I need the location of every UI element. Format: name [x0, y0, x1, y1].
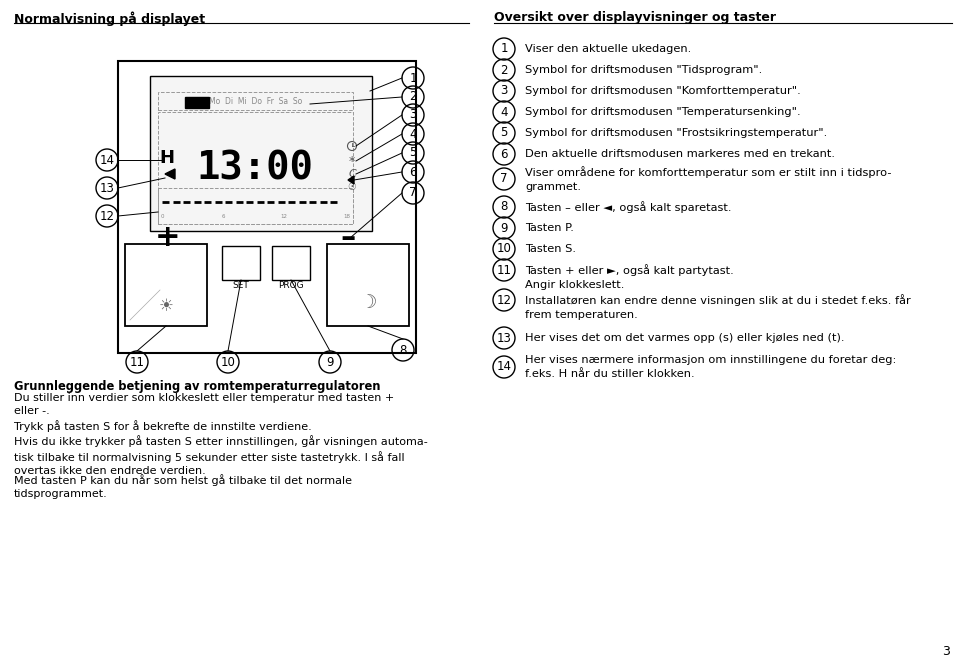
Text: Du stiller inn verdier som klokkeslett eller temperatur med tasten +
eller -.: Du stiller inn verdier som klokkeslett e…: [14, 393, 395, 415]
Text: 1: 1: [409, 71, 417, 84]
Text: Her vises nærmere informasjon om innstillingene du foretar deg:
f.eks. H når du : Her vises nærmere informasjon om innstil…: [525, 355, 897, 379]
Text: C: C: [348, 169, 356, 179]
Text: Med tasten P kan du når som helst gå tilbake til det normale
tidsprogrammet.: Med tasten P kan du når som helst gå til…: [14, 474, 352, 499]
Text: Symbol for driftsmodusen "Komforttemperatur".: Symbol for driftsmodusen "Komforttempera…: [525, 86, 801, 96]
Bar: [272, 246, 310, 280]
Bar: [158, 188, 353, 224]
Text: Viser den aktuelle ukedagen.: Viser den aktuelle ukedagen.: [525, 44, 691, 54]
Text: Viser områdene for komforttemperatur som er stilt inn i tidspro-
grammet.: Viser områdene for komforttemperatur som…: [525, 166, 892, 192]
Text: Hvis du ikke trykker på tasten S etter innstillingen, går visningen automa-
tisk: Hvis du ikke trykker på tasten S etter i…: [14, 436, 428, 476]
Bar: [118, 61, 416, 353]
Text: 2: 2: [409, 90, 417, 104]
Polygon shape: [165, 169, 175, 179]
Polygon shape: [348, 176, 354, 184]
Bar: [150, 76, 372, 231]
Text: SET: SET: [232, 281, 250, 291]
Text: Trykk på tasten S for å bekrefte de innstilte verdiene.: Trykk på tasten S for å bekrefte de inns…: [14, 420, 312, 432]
Text: 13: 13: [496, 331, 512, 345]
Text: 4: 4: [500, 106, 508, 118]
Text: Symbol for driftsmodusen "Frostsikringstemperatur".: Symbol for driftsmodusen "Frostsikringst…: [525, 128, 828, 138]
Text: ☀: ☀: [158, 297, 174, 315]
Text: 1: 1: [500, 43, 508, 55]
Text: 6: 6: [500, 148, 508, 160]
Text: 14: 14: [100, 154, 114, 166]
Text: 12: 12: [280, 214, 288, 220]
Text: Normalvisning på displayet: Normalvisning på displayet: [14, 11, 205, 25]
Text: 12: 12: [100, 210, 114, 222]
Text: Tasten S.: Tasten S.: [525, 244, 576, 254]
Text: Tasten + eller ►, også kalt partytast.: Tasten + eller ►, også kalt partytast.: [525, 264, 733, 276]
Text: 9: 9: [500, 222, 508, 234]
Bar: [222, 246, 260, 280]
Text: 4: 4: [409, 128, 417, 140]
Text: H: H: [159, 149, 175, 167]
Text: 5: 5: [409, 146, 417, 160]
Text: Oversikt over displayvisninger og taster: Oversikt over displayvisninger og taster: [494, 11, 776, 24]
Text: 18: 18: [344, 214, 350, 220]
Text: 11: 11: [130, 355, 145, 369]
Text: 8: 8: [500, 200, 508, 214]
Bar: [125, 244, 207, 326]
Text: 10: 10: [221, 355, 235, 369]
Text: 6: 6: [222, 214, 225, 220]
Text: 0: 0: [160, 214, 164, 220]
Text: 9: 9: [326, 355, 334, 369]
Text: 8: 8: [399, 343, 407, 357]
Text: *: *: [348, 154, 355, 168]
Bar: [327, 244, 409, 326]
Text: 13:00: 13:00: [197, 149, 313, 187]
Text: Den aktuelle driftsmodusen markeres med en trekant.: Den aktuelle driftsmodusen markeres med …: [525, 149, 835, 159]
Text: Tasten P.: Tasten P.: [525, 223, 574, 233]
Bar: [158, 112, 353, 224]
Text: 6: 6: [409, 166, 417, 178]
Text: Symbol for driftsmodusen "Temperatursenking".: Symbol for driftsmodusen "Temperatursenk…: [525, 107, 801, 117]
Bar: [185, 97, 209, 108]
Text: 3: 3: [942, 645, 950, 658]
Text: +: +: [156, 224, 180, 253]
Text: 3: 3: [409, 108, 417, 122]
Text: ☽: ☽: [359, 293, 376, 313]
Text: Grunnleggende betjening av romtemperaturregulatoren: Grunnleggende betjening av romtemperatur…: [14, 380, 380, 393]
Bar: [158, 92, 353, 110]
Text: 13: 13: [100, 182, 114, 194]
Text: 12: 12: [496, 293, 512, 307]
Text: Symbol for driftsmodusen "Tidsprogram".: Symbol for driftsmodusen "Tidsprogram".: [525, 65, 762, 75]
Text: 3: 3: [500, 84, 508, 98]
Text: 11: 11: [496, 263, 512, 277]
Text: –: –: [341, 224, 355, 253]
Text: Angir klokkeslett.
Installatøren kan endre denne visningen slik at du i stedet f: Angir klokkeslett. Installatøren kan end…: [525, 281, 911, 319]
Text: PROG: PROG: [278, 281, 303, 291]
Text: Her vises det om det varmes opp (s) eller kjøles ned (t).: Her vises det om det varmes opp (s) elle…: [525, 333, 845, 343]
Text: 10: 10: [496, 242, 512, 255]
Text: 2: 2: [500, 63, 508, 77]
Text: 7: 7: [500, 172, 508, 186]
Text: Tasten – eller ◄, også kalt sparetast.: Tasten – eller ◄, også kalt sparetast.: [525, 201, 732, 213]
Text: Mo  Di  Mi  Do  Fr  Sa  So: Mo Di Mi Do Fr Sa So: [209, 96, 302, 106]
Text: ☉: ☉: [348, 182, 356, 192]
Text: 5: 5: [500, 126, 508, 140]
Text: 14: 14: [496, 361, 512, 373]
Text: 7: 7: [409, 186, 417, 200]
